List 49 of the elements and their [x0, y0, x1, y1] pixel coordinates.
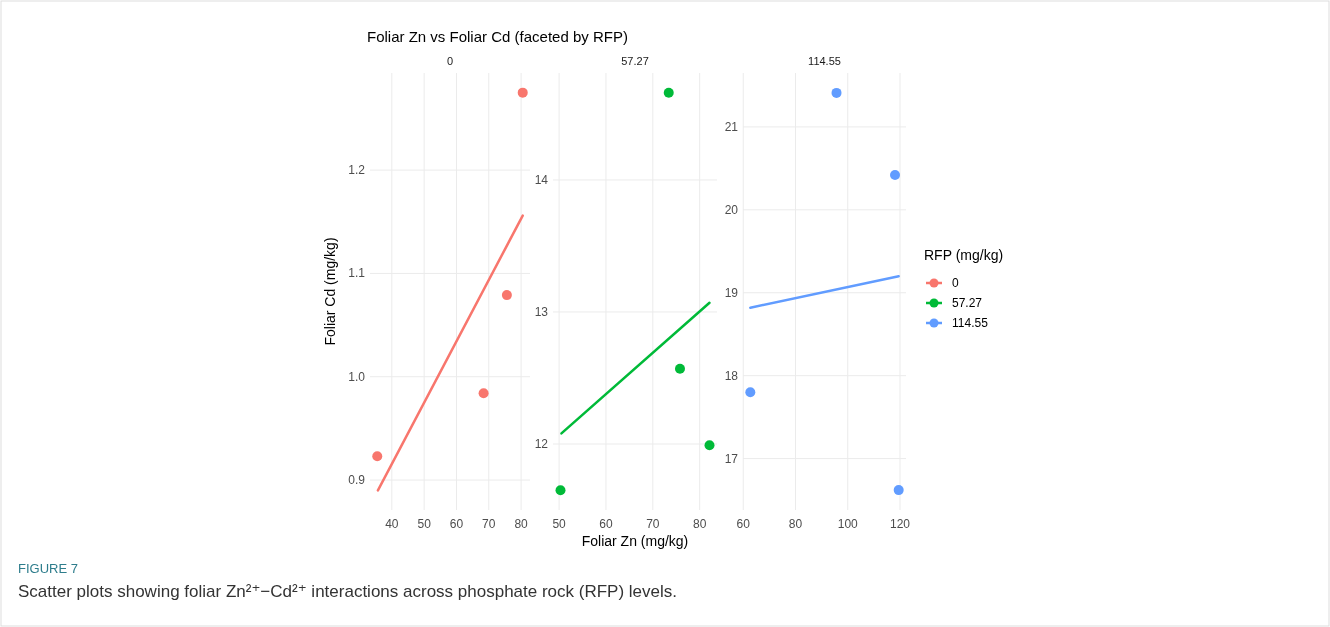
- x-axis-title: Foliar Zn (mg/kg): [581, 533, 689, 549]
- point: [890, 169, 901, 180]
- y-tick-label: 14: [534, 172, 549, 187]
- point: [517, 87, 528, 98]
- y-tick-label: 19: [724, 285, 739, 300]
- legend-label: 0: [952, 276, 959, 290]
- point: [893, 485, 904, 496]
- point: [372, 451, 383, 462]
- y-tick-label: 1.1: [348, 266, 366, 281]
- point: [745, 387, 756, 398]
- chart-subtitle: 57.27: [621, 55, 649, 67]
- x-tick-label: 80: [692, 517, 707, 531]
- y-axis-title: Foliar Cd (mg/kg): [322, 237, 338, 346]
- x-tick-label: 50: [552, 517, 567, 531]
- y-tick-label: 12: [534, 436, 549, 451]
- y-tick-label: 17: [724, 451, 739, 466]
- y-tick-label: 13: [534, 304, 549, 319]
- point: [674, 363, 685, 374]
- point: [663, 87, 674, 98]
- caption: FIGURE 7: [18, 561, 78, 576]
- y-tick-label: 20: [724, 202, 739, 217]
- x-tick-label: 80: [788, 517, 803, 531]
- y-tick-label: 18: [724, 368, 739, 383]
- legend-label: 57.27: [952, 296, 983, 310]
- point: [704, 440, 715, 451]
- x-tick-label: 60: [736, 517, 751, 531]
- x-tick-label: 100: [837, 517, 859, 531]
- x-tick-label: 70: [646, 517, 660, 531]
- x-tick-label: 60: [449, 517, 464, 531]
- chart-subtitle: 114.55: [808, 55, 841, 67]
- chart-subtitle: 0: [446, 55, 454, 67]
- legend-title: RFP (mg/kg): [924, 247, 1004, 263]
- point: [501, 290, 512, 301]
- y-tick-label: 0.9: [348, 473, 366, 488]
- y-tick-label: 1.2: [348, 163, 366, 178]
- x-tick-label: 120: [889, 517, 911, 531]
- text: Scatter plots showing foliar Zn²⁺−Cd²⁺ interactions across phosphate rock (RFP) levels.: [18, 582, 678, 601]
- x-tick-label: 40: [385, 517, 399, 531]
- y-tick-label: 1.0: [348, 369, 366, 384]
- legend-label: 114.55: [952, 316, 989, 330]
- x-tick-label: 60: [599, 517, 613, 531]
- point: [555, 485, 566, 496]
- y-tick-label: 21: [724, 119, 739, 134]
- x-tick-label: 80: [514, 517, 529, 531]
- point: [831, 87, 842, 98]
- chart-title: Foliar Zn vs Foliar Cd (faceted by RFP): [367, 28, 628, 45]
- x-tick-label: 50: [417, 517, 432, 531]
- point: [478, 388, 489, 399]
- x-tick-label: 70: [482, 517, 496, 531]
